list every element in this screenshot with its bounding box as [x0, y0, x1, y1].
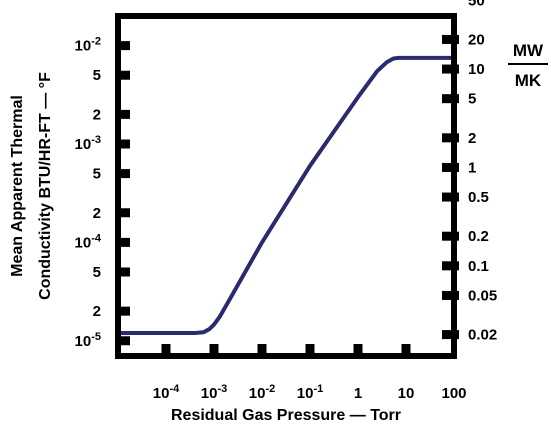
y-axis-title-line-2: Conductivity BTU/HR-FT — °F [37, 72, 54, 300]
x-tick-mark [401, 344, 411, 353]
x-tick-label: 10 [398, 385, 415, 402]
y2-tick-mark [442, 94, 459, 104]
y2-tick-label: 1 [468, 159, 476, 176]
y2-tick-label: 2 [468, 130, 476, 147]
plot-frame [115, 13, 457, 359]
y-tick-mark [121, 306, 130, 316]
y-tick-label: 2 [93, 106, 101, 123]
y-tick-label: 10-5 [75, 331, 101, 350]
y2-unit-numerator: MW [513, 41, 544, 60]
y2-tick-mark [442, 290, 459, 300]
y-tick-mark [121, 41, 130, 51]
y-tick-label: 10-4 [75, 232, 102, 251]
series-line [116, 55, 456, 335]
y2-tick-mark [442, 330, 459, 340]
x-tick-label: 10-1 [297, 383, 323, 402]
x-tick-mark [257, 344, 267, 353]
y2-tick-label: 0.2 [468, 228, 489, 245]
y-tick-mark [121, 267, 130, 277]
y-tick-mark [121, 139, 130, 149]
y2-tick-label: 0.5 [468, 189, 489, 206]
y2-tick-label: 0.02 [468, 327, 497, 344]
y-tick-label: 5 [93, 264, 101, 281]
y2-tick-label: 10 [468, 61, 485, 78]
y-tick-label: 5 [93, 166, 101, 183]
x-tick-mark [353, 344, 363, 353]
x-tick-label: 10-2 [249, 383, 275, 402]
y-axis-title-line-1: Mean Apparent Thermal [9, 95, 26, 277]
y-tick-label: 2 [93, 205, 101, 222]
y-tick-mark [121, 336, 130, 346]
y2-tick-label: 50 [468, 0, 485, 9]
y2-tick-mark [442, 261, 459, 271]
y-tick-mark [121, 109, 130, 119]
y2-tick-mark [442, 34, 459, 44]
x-axis-title: Residual Gas Pressure — Torr [171, 407, 401, 424]
y2-tick-label: 20 [468, 31, 485, 48]
y2-tick-mark [442, 64, 459, 74]
y-tick-mark [121, 208, 130, 218]
y2-tick-mark [442, 162, 459, 172]
x-tick-mark [209, 344, 219, 353]
x-tick-label: 1 [354, 385, 362, 402]
y-tick-mark [121, 237, 130, 247]
y-tick-label: 2 [93, 303, 101, 320]
labels-layer: 10-4 10-3 10-2 10-1 1 10 100 10-2 5 2 10-3 5 2 10-4 5 2… [75, 0, 498, 402]
x-tick-mark [161, 344, 171, 353]
x-tick-mark [305, 344, 315, 353]
x-tick-label: 10-4 [153, 383, 180, 402]
x-tick-label: 10-3 [201, 383, 227, 402]
y-tick-mark [121, 70, 130, 80]
x-tick-label: 100 [441, 385, 466, 402]
ticks-layer [121, 34, 459, 353]
y2-tick-mark [442, 192, 459, 202]
y-tick-label: 10-2 [75, 36, 101, 55]
y2-tick-label: 5 [468, 91, 476, 108]
y2-tick-label: 0.1 [468, 258, 489, 275]
y2-tick-mark [442, 231, 459, 241]
y2-tick-mark [442, 133, 459, 143]
y2-unit-denominator: MK [515, 71, 542, 90]
y-tick-mark [121, 169, 130, 179]
y-tick-label: 10-3 [75, 134, 101, 153]
y2-tick-label: 0.05 [468, 287, 497, 304]
y-tick-label: 5 [93, 67, 101, 84]
